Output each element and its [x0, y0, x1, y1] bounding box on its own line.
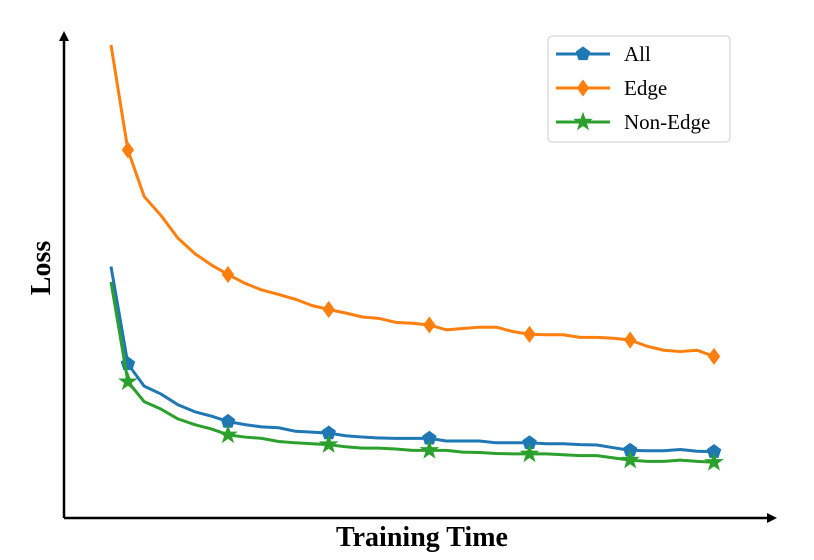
data-point-non-edge	[419, 440, 440, 459]
series-non-edge	[109, 281, 724, 471]
x-axis-label: Training Time	[336, 522, 508, 553]
legend-marker-all	[575, 46, 591, 61]
legend-marker-edge	[576, 79, 590, 97]
legend-label-all: All	[624, 42, 651, 66]
data-point-edge	[623, 331, 637, 349]
data-point-non-edge	[704, 452, 724, 471]
data-point-edge	[523, 325, 536, 343]
series-line-edge	[109, 44, 715, 358]
data-point-non-edge	[620, 449, 640, 469]
legend-item-non-edge: Non-Edge	[556, 110, 710, 134]
series-all	[109, 266, 722, 458]
plot-area	[109, 44, 724, 471]
data-point-non-edge	[318, 434, 339, 453]
axes	[59, 31, 777, 523]
y-axis-label: Loss	[26, 241, 57, 296]
legend: All Edge Non-Edge	[547, 35, 731, 143]
data-point-edge	[322, 300, 335, 319]
legend-item-edge: Edge	[556, 76, 667, 100]
legend-box	[547, 35, 731, 143]
legend-label-edge: Edge	[624, 76, 667, 100]
data-point-edge	[121, 141, 135, 159]
data-point-non-edge	[218, 424, 238, 444]
data-point-non-edge	[519, 443, 540, 463]
series-line-all	[109, 266, 715, 454]
data-point-non-edge	[118, 371, 138, 390]
legend-item-all: All	[556, 42, 651, 66]
series-line-non-edge	[109, 281, 715, 464]
data-point-edge	[221, 265, 235, 284]
series-edge	[109, 44, 721, 365]
data-point-edge	[423, 316, 436, 334]
legend-marker-non-edge	[573, 111, 593, 131]
legend-label-non-edge: Non-Edge	[624, 110, 710, 134]
data-point-edge	[707, 347, 721, 365]
